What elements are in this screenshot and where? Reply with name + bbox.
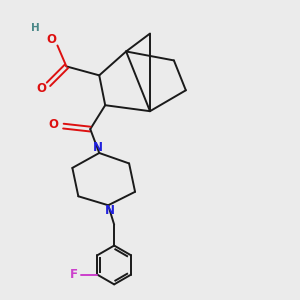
Text: O: O xyxy=(48,118,58,131)
Text: O: O xyxy=(36,82,46,95)
Text: N: N xyxy=(93,141,103,154)
Text: H: H xyxy=(31,22,39,33)
Text: F: F xyxy=(70,268,78,281)
Text: O: O xyxy=(46,33,56,46)
Text: N: N xyxy=(105,204,115,217)
